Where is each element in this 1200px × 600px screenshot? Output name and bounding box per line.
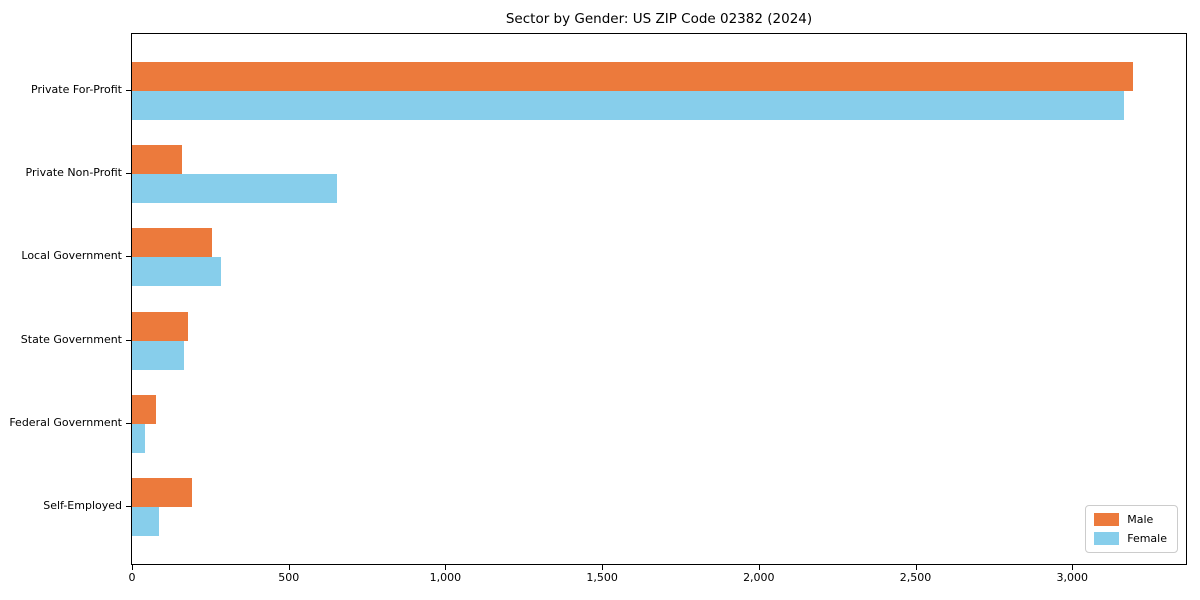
x-tick-mark: [915, 565, 917, 570]
chart-title: Sector by Gender: US ZIP Code 02382 (202…: [505, 11, 813, 27]
bar-female-private-non-profit: [132, 174, 338, 204]
bar-male-private-for-profit: [132, 62, 1134, 92]
bar-female-local-government: [132, 257, 222, 287]
bar-female-self-employed: [132, 506, 159, 536]
legend-label-female: Female: [1127, 532, 1167, 545]
y-tick-mark: [126, 256, 131, 258]
bar-female-federal-government: [132, 423, 145, 453]
legend-entry-female: Female: [1094, 532, 1167, 545]
x-tick-mark: [132, 565, 133, 570]
x-tick-label-2500: 2,500: [899, 571, 932, 584]
bar-female-private-for-profit: [132, 91, 1124, 121]
bar-male-local-government: [132, 228, 212, 258]
y-tick-label-self-employed: Self-Employed: [43, 498, 122, 512]
x-tick-mark: [445, 565, 447, 570]
plot-area: [131, 33, 1187, 565]
x-tick-mark: [758, 565, 760, 570]
legend-entry-male: Male: [1094, 513, 1167, 526]
male-swatch-icon: [1094, 513, 1120, 526]
y-tick-mark: [126, 339, 131, 341]
x-tick-label-500: 500: [278, 571, 300, 584]
y-tick-label-private-non-profit: Private Non-Profit: [25, 166, 122, 180]
legend-label-male: Male: [1127, 513, 1154, 526]
bar-female-state-government: [132, 340, 184, 370]
y-tick-label-private-for-profit: Private For-Profit: [31, 83, 122, 97]
x-tick-label-3000: 3,000: [1056, 571, 1088, 584]
x-tick-label-1000: 1,000: [429, 571, 462, 584]
x-tick-label-0: 0: [128, 571, 136, 584]
x-tick-mark: [288, 565, 290, 570]
y-tick-label-state-government: State Government: [20, 332, 122, 346]
x-tick-label-2000: 2,000: [743, 571, 775, 584]
bar-male-state-government: [132, 311, 189, 341]
y-tick-mark: [126, 505, 131, 507]
bar-male-federal-government: [132, 394, 156, 424]
y-tick-mark: [126, 90, 131, 92]
y-tick-mark: [126, 173, 131, 175]
x-tick-label-1500: 1,500: [586, 571, 618, 584]
x-tick-mark: [1072, 565, 1074, 570]
y-tick-label-local-government: Local Government: [21, 249, 122, 263]
bar-male-private-non-profit: [132, 145, 183, 175]
bar-male-self-employed: [132, 477, 192, 507]
legend: Male Female: [1085, 505, 1178, 553]
female-swatch-icon: [1094, 532, 1120, 545]
y-tick-label-federal-government: Federal Government: [9, 415, 122, 429]
x-tick-mark: [602, 565, 604, 570]
y-tick-mark: [126, 422, 131, 424]
